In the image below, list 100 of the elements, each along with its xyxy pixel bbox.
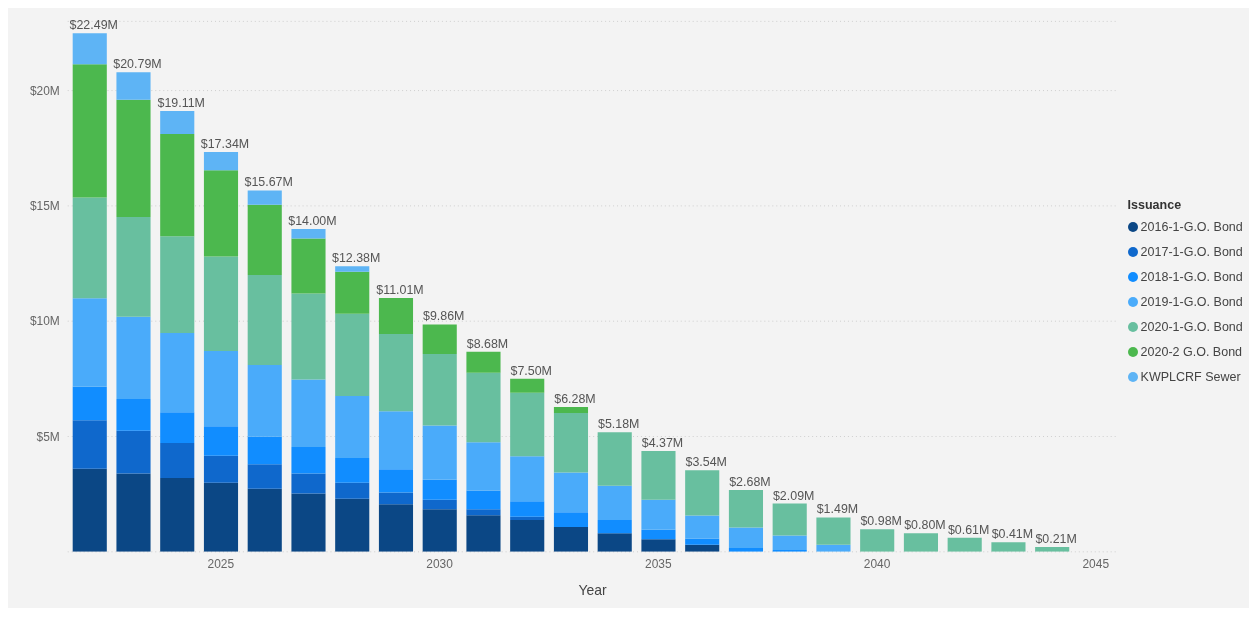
bar — [116, 398, 151, 431]
bar — [116, 99, 151, 217]
bar — [772, 503, 807, 536]
bar — [160, 478, 195, 552]
x-tick-label: 2045 — [1082, 557, 1110, 572]
bar — [991, 542, 1026, 552]
bar — [422, 425, 457, 480]
legend-label: 2017-1-G.O. Bond — [1140, 245, 1243, 259]
total-label: $8.68M — [466, 336, 509, 351]
bar — [291, 228, 326, 239]
bar — [553, 406, 589, 413]
bar — [860, 529, 895, 552]
bar — [291, 473, 326, 494]
bar — [378, 492, 414, 505]
total-label: $15.67M — [244, 175, 293, 190]
bar — [247, 488, 282, 552]
total-label: $2.68M — [729, 475, 771, 490]
bar — [641, 539, 676, 552]
bar — [160, 412, 195, 443]
bar — [597, 485, 632, 520]
bar — [72, 64, 107, 198]
legend-label: KWPLCRF Sewer — [1140, 370, 1241, 384]
bar — [335, 271, 370, 314]
bar — [685, 470, 720, 516]
y-tick-label: $15M — [29, 199, 60, 214]
bar — [203, 170, 239, 257]
bar — [422, 479, 457, 500]
bar — [378, 297, 414, 334]
bar — [247, 190, 282, 205]
y-tick-label: $5M — [36, 429, 60, 444]
bar — [553, 412, 589, 473]
bar — [160, 133, 195, 237]
bar — [466, 351, 501, 373]
bar — [203, 256, 239, 351]
bar — [247, 436, 282, 465]
bar — [466, 442, 501, 491]
bar — [728, 490, 764, 528]
total-label: $3.54M — [685, 455, 727, 470]
bar — [378, 469, 414, 493]
legend-label: 2020-1-G.O. Bond — [1140, 320, 1243, 334]
bar — [422, 509, 457, 552]
bar — [553, 526, 589, 552]
total-label: $2.09M — [772, 488, 815, 503]
bar — [160, 442, 195, 479]
bar — [72, 468, 107, 552]
total-label: $22.49M — [69, 18, 118, 33]
bar — [903, 533, 939, 552]
total-label: $0.61M — [947, 522, 990, 537]
bar — [247, 204, 282, 276]
bar — [72, 33, 107, 65]
total-label: $6.28M — [554, 392, 596, 407]
bar — [510, 378, 545, 393]
bar — [466, 515, 501, 552]
bar — [291, 493, 326, 552]
bar — [597, 520, 632, 534]
bar — [291, 447, 326, 474]
bar — [466, 372, 501, 443]
total-label: $17.34M — [200, 136, 250, 151]
bar — [203, 350, 239, 427]
bar — [510, 516, 545, 520]
y-tick-label: $20M — [29, 83, 60, 98]
bar — [947, 537, 982, 552]
bar — [553, 512, 589, 527]
total-label: $19.11M — [157, 96, 205, 111]
x-tick-label: 2035 — [645, 557, 672, 572]
bar — [247, 275, 282, 366]
bar — [641, 499, 676, 530]
bar — [422, 324, 457, 354]
bar — [116, 473, 151, 552]
bar — [597, 533, 632, 552]
bar — [203, 426, 239, 456]
bar — [772, 535, 807, 550]
bar — [378, 333, 414, 412]
y-tick-label: $10M — [29, 314, 60, 329]
bar — [510, 501, 545, 517]
total-label: $9.86M — [422, 309, 465, 324]
bar — [72, 420, 107, 469]
bar — [685, 538, 720, 545]
total-label: $11.01M — [376, 282, 424, 297]
bar — [116, 316, 151, 399]
bar — [466, 509, 501, 516]
x-axis-title: Year — [578, 581, 608, 598]
legend-label: 2016-1-G.O. Bond — [1140, 220, 1243, 234]
bar — [466, 490, 501, 510]
bar — [116, 216, 151, 317]
legend-title: Issuance — [1127, 198, 1183, 212]
bar — [422, 353, 457, 426]
bar — [72, 386, 107, 421]
bar — [72, 197, 107, 299]
legend-label: 2020-2 G.O. Bond — [1140, 345, 1243, 359]
total-label: $0.80M — [904, 518, 946, 533]
bar — [641, 529, 676, 540]
bar — [510, 456, 545, 502]
bar — [335, 266, 370, 272]
bar — [728, 527, 764, 548]
bar — [72, 298, 107, 387]
bar — [160, 111, 195, 134]
x-tick-label: 2025 — [207, 557, 235, 572]
bar — [685, 515, 720, 539]
total-label: $0.98M — [860, 514, 902, 529]
